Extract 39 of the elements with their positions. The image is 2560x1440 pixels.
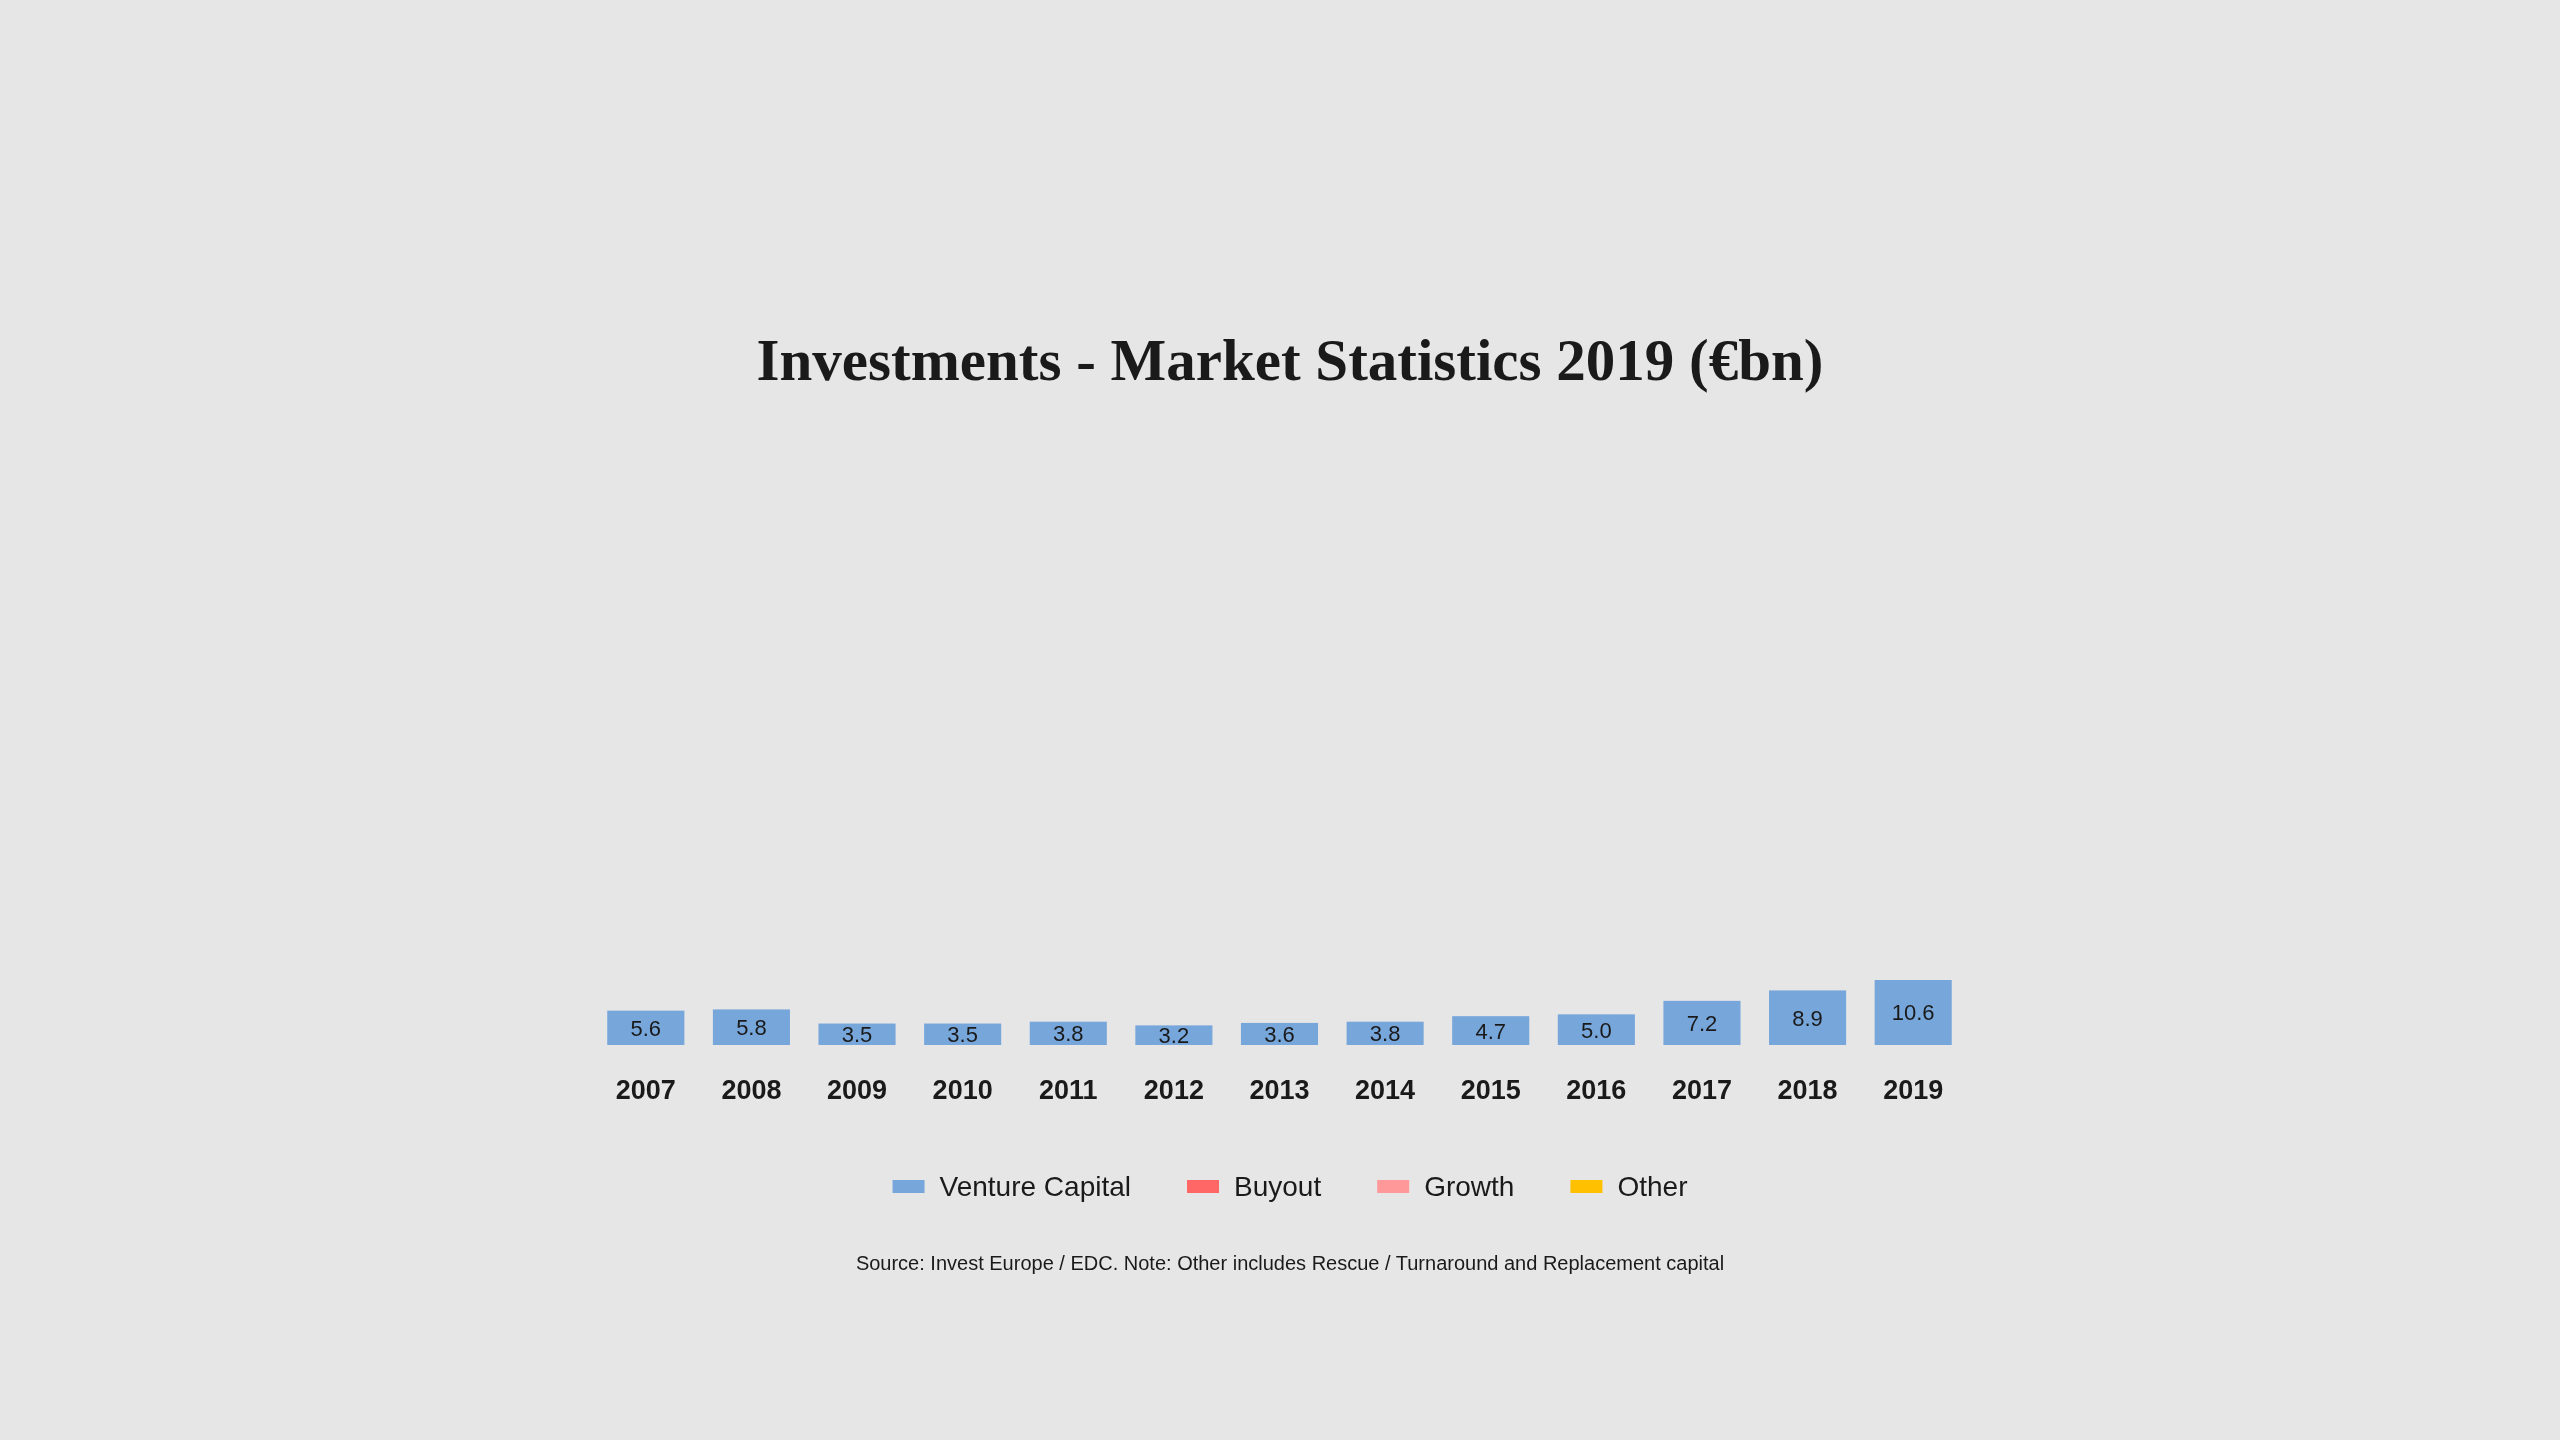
bar	[607, 1010, 685, 1045]
bar	[1557, 1014, 1635, 1045]
x-tick-label: 2014	[1355, 1075, 1416, 1105]
data-label: 4.7	[1475, 1018, 1507, 1044]
x-tick-label: 2007	[615, 1075, 676, 1105]
legend-label: Growth	[1424, 1171, 1515, 1203]
x-tick-label: 2010	[932, 1075, 993, 1105]
chart-title: Investments - Market Statistics 2019 (€bn)	[756, 327, 1824, 393]
legend-label: Other	[1617, 1171, 1688, 1203]
data-label: 10.6	[1891, 1000, 1935, 1026]
data-label: 7.2	[1686, 1010, 1718, 1036]
x-tick-label: 2013	[1249, 1075, 1310, 1105]
bar	[1874, 980, 1952, 1045]
x-tick-label: 2011	[1038, 1075, 1098, 1105]
data-label: 3.6	[1264, 1021, 1295, 1047]
x-tick-label: 2016	[1566, 1075, 1627, 1105]
legend-label: Venture Capital	[939, 1171, 1132, 1203]
data-label: 8.9	[1792, 1005, 1823, 1031]
data-label: 3.8	[1052, 1021, 1084, 1047]
data-label: 3.8	[1369, 1021, 1401, 1047]
x-tick-label: 2017	[1671, 1075, 1732, 1105]
data-label: 5.0	[1581, 1017, 1612, 1043]
x-tick-label: 2009	[827, 1075, 888, 1105]
bar	[1769, 990, 1847, 1045]
x-tick-label: 2019	[1883, 1075, 1944, 1105]
source-note: Source: Invest Europe / EDC. Note: Other includes Rescue / Turnaround and Replacement capital	[855, 1252, 1725, 1274]
data-label: 5.8	[736, 1015, 767, 1041]
legend-label: Buyout	[1234, 1171, 1322, 1203]
bar	[1663, 1000, 1741, 1045]
bar	[1452, 1016, 1530, 1045]
x-tick-label: 2008	[721, 1075, 782, 1105]
data-label: 3.2	[1158, 1023, 1190, 1049]
bar	[712, 1009, 790, 1045]
data-label: 3.5	[841, 1022, 873, 1048]
x-tick-label: 2015	[1460, 1075, 1521, 1105]
x-tick-label: 2018	[1777, 1075, 1838, 1105]
data-label: 3.5	[947, 1022, 978, 1048]
x-tick-label: 2012	[1143, 1075, 1204, 1105]
data-label: 5.6	[630, 1015, 662, 1041]
